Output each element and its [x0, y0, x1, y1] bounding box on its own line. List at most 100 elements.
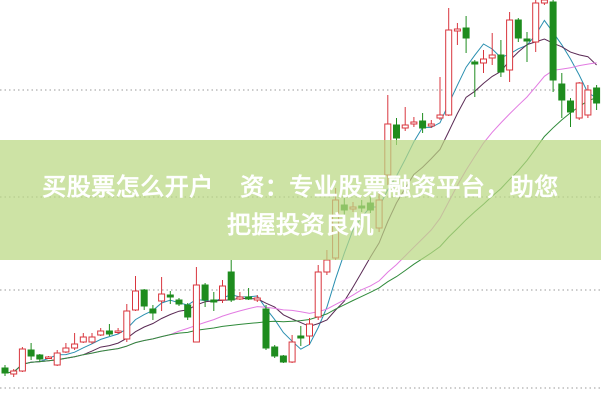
candle	[314, 265, 322, 320]
candle	[210, 292, 218, 311]
candle-body	[210, 299, 218, 303]
candle-body	[436, 114, 444, 119]
candle-body	[166, 294, 174, 298]
candle	[445, 8, 453, 116]
candle	[306, 318, 313, 345]
candle	[401, 107, 409, 131]
candle-body	[497, 54, 505, 73]
candle	[227, 260, 235, 302]
candle	[10, 369, 18, 377]
candle	[18, 347, 26, 372]
candle-body	[10, 370, 18, 375]
candle	[175, 298, 183, 306]
candle	[201, 283, 209, 307]
candle	[436, 77, 444, 120]
candle-body	[105, 330, 113, 335]
candle-body	[36, 354, 44, 360]
candle-body	[506, 19, 514, 71]
candle-body	[27, 349, 35, 357]
candle-body	[175, 299, 183, 305]
candle	[114, 328, 122, 334]
candle	[53, 350, 61, 366]
banner-title-line-2: 把握投资良机	[227, 211, 374, 239]
candle	[140, 289, 148, 310]
candle-body	[262, 308, 270, 349]
candle-body	[184, 304, 192, 318]
candle-body	[219, 285, 226, 301]
candle-body	[88, 336, 96, 343]
candle	[488, 33, 496, 65]
candle-body	[480, 58, 487, 64]
candle	[36, 354, 44, 362]
candle-body	[271, 346, 279, 357]
candle	[97, 328, 105, 336]
candle	[27, 343, 35, 360]
candle-body	[192, 284, 200, 343]
candle-body	[575, 82, 583, 119]
candle-body	[462, 27, 470, 39]
candle-body	[488, 54, 496, 59]
candle	[497, 40, 505, 77]
candle-body	[584, 89, 592, 116]
candle	[192, 267, 200, 343]
candle	[62, 343, 70, 353]
candle-body	[227, 271, 235, 301]
candle	[419, 113, 427, 133]
candle-body	[53, 352, 61, 366]
candle-body	[71, 343, 79, 349]
candle-body	[114, 330, 122, 333]
candle	[549, 0, 557, 92]
candle	[514, 18, 522, 42]
candle-body	[593, 87, 601, 104]
candle	[262, 305, 270, 350]
candle-body	[45, 356, 52, 359]
candle	[245, 288, 253, 300]
candle-body	[427, 123, 435, 127]
candle-body	[158, 293, 166, 302]
candle	[427, 120, 435, 128]
candle	[79, 333, 87, 343]
candle-body	[453, 28, 461, 32]
candle	[506, 12, 514, 82]
candle-body	[140, 289, 148, 307]
candle-body	[132, 290, 139, 311]
candle-body	[288, 341, 296, 363]
candle	[236, 292, 244, 300]
candle	[558, 73, 566, 118]
candle-body	[532, 2, 540, 43]
candle-body	[79, 336, 87, 343]
candle-body	[253, 297, 261, 301]
candle	[166, 291, 174, 304]
candle	[297, 326, 305, 346]
candle	[132, 276, 139, 311]
candle-body	[123, 310, 131, 340]
candle	[149, 305, 157, 320]
candle-body	[97, 330, 105, 336]
candle	[540, 0, 548, 5]
candle-body	[149, 308, 157, 314]
candle	[45, 356, 52, 359]
candle-body	[245, 296, 253, 300]
candle	[288, 335, 296, 363]
candle	[462, 16, 470, 53]
candle	[158, 277, 166, 311]
candle	[532, 0, 540, 52]
candle	[575, 82, 583, 120]
candle-body	[297, 335, 305, 339]
candle-body	[549, 1, 557, 81]
candle-body	[471, 61, 479, 65]
candle	[523, 32, 531, 62]
ma10-line	[4, 38, 597, 374]
candle	[584, 85, 592, 118]
candle-body	[306, 323, 313, 337]
candle-body	[62, 347, 70, 353]
candle	[184, 303, 192, 320]
banner-title-line-1: 买股票怎么开户 资：专业股票融资平台，助您	[42, 173, 559, 201]
candle-body	[445, 29, 453, 116]
candle	[1, 365, 9, 376]
candle-body	[1, 367, 9, 374]
candle-body	[314, 271, 322, 318]
candle-body	[401, 124, 409, 129]
candle-body	[567, 100, 574, 113]
